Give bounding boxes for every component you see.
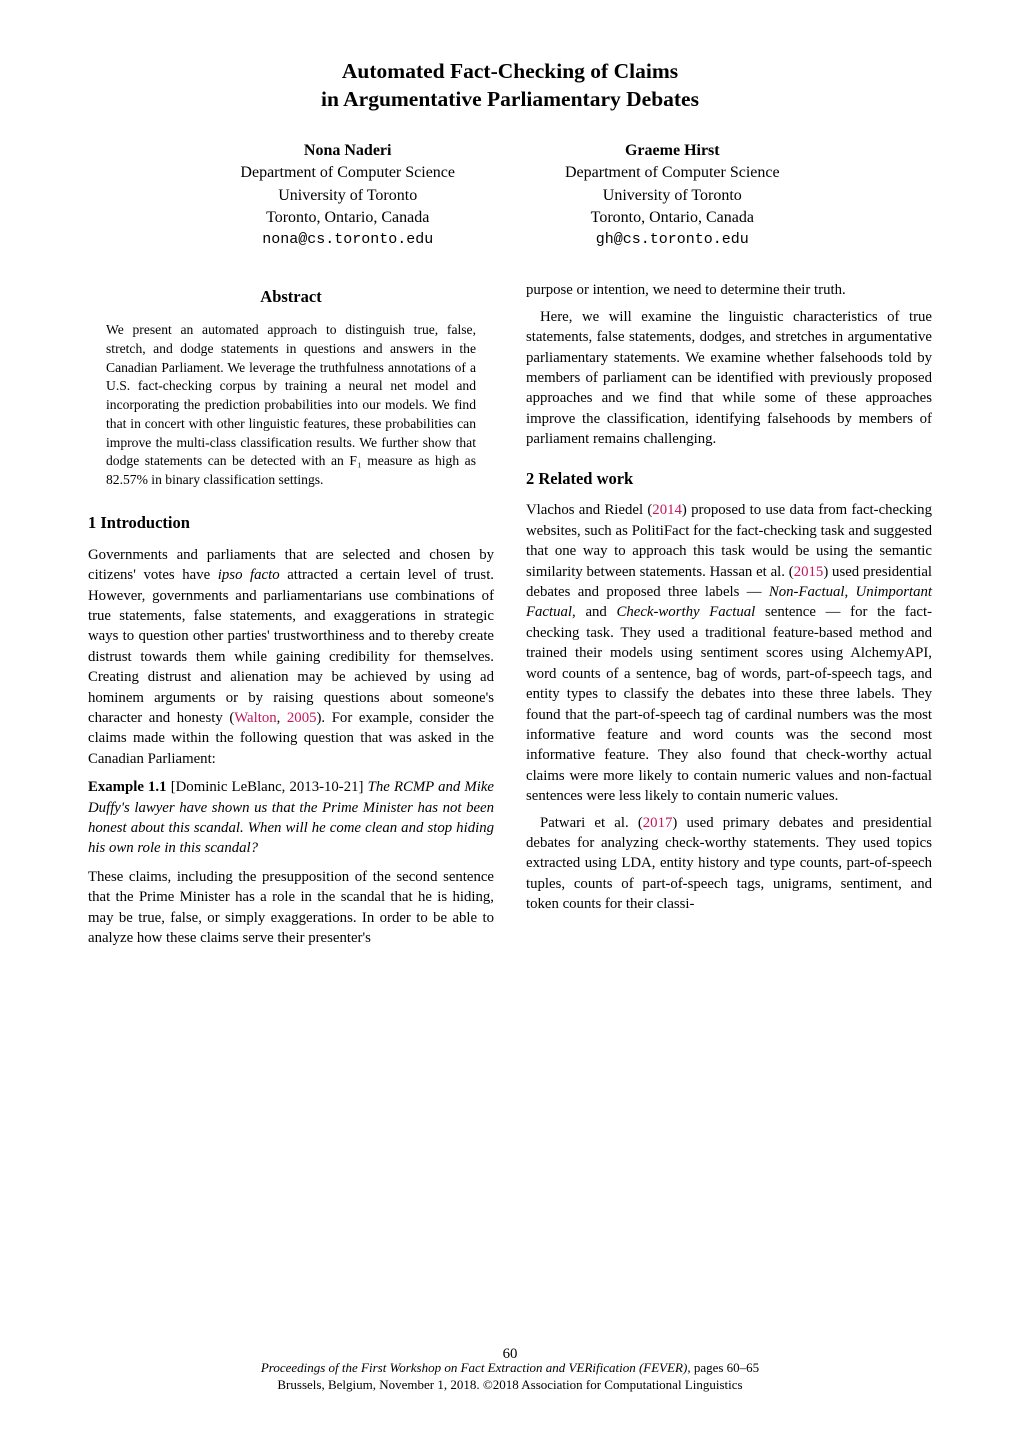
author-1-dept: Department of Computer Science <box>240 162 455 184</box>
example-meta: [Dominic LeBlanc, 2013-10-21] <box>171 779 368 795</box>
page: Automated Fact-Checking of Claims in Arg… <box>0 0 1020 1442</box>
author-2-email: gh@cs.toronto.edu <box>565 229 780 250</box>
author-1-city: Toronto, Ontario, Canada <box>240 207 455 229</box>
footer-line2: Brussels, Belgium, November 1, 2018. ©20… <box>277 1377 742 1392</box>
footer-line1-title: Proceedings of the First Workshop on Fac… <box>261 1360 688 1375</box>
intro-p1-ipso-facto: ipso facto <box>218 567 280 583</box>
section-2-heading: 2 Related work <box>526 468 932 491</box>
col2-continuation: purpose or intention, we need to determi… <box>526 280 932 300</box>
left-column: Abstract We present an automated approac… <box>88 280 494 954</box>
example-label: Example 1.1 <box>88 779 171 795</box>
citation-vlachos-2014[interactable]: 2014 <box>652 502 682 518</box>
citation-sep: , <box>277 710 287 726</box>
authors-block: Nona Naderi Department of Computer Scien… <box>88 140 932 251</box>
rw-p2-a: Patwari et al. ( <box>540 815 643 831</box>
author-2-univ: University of Toronto <box>565 185 780 207</box>
footer-line1-pages: , pages 60–65 <box>687 1360 759 1375</box>
author-2-dept: Department of Computer Science <box>565 162 780 184</box>
citation-hassan-2015[interactable]: 2015 <box>794 564 824 580</box>
footer: Proceedings of the First Workshop on Fac… <box>0 1359 1020 1394</box>
rw-label-checkworthy: Check-worthy Factual <box>617 604 756 620</box>
related-work-p1: Vlachos and Riedel (2014) proposed to us… <box>526 500 932 806</box>
rw-sep2: , and <box>572 604 617 620</box>
right-column: purpose or intention, we need to determi… <box>526 280 932 954</box>
abstract-body: We present an automated approach to dist… <box>106 321 476 490</box>
author-1: Nona Naderi Department of Computer Scien… <box>240 140 455 251</box>
rw-label-nonfactual: Non-Factual <box>769 584 845 600</box>
rw-sep1: , <box>845 584 856 600</box>
intro-p1-text-c: attracted a certain level of trust. Howe… <box>88 567 494 726</box>
rw-p1-d: sentence — for the fact-checking task. T… <box>526 604 932 804</box>
author-2-city: Toronto, Ontario, Canada <box>565 207 780 229</box>
example-1-1: Example 1.1 [Dominic LeBlanc, 2013-10-21… <box>88 777 494 859</box>
citation-walton[interactable]: Walton <box>234 710 276 726</box>
title-line-1: Automated Fact-Checking of Claims <box>342 59 678 83</box>
author-1-univ: University of Toronto <box>240 185 455 207</box>
author-1-email: nona@cs.toronto.edu <box>240 229 455 250</box>
intro-paragraph-1: Governments and parliaments that are sel… <box>88 545 494 769</box>
title-line-2: in Argumentative Parliamentary Debates <box>321 87 699 111</box>
citation-patwari-2017[interactable]: 2017 <box>643 815 673 831</box>
rw-p1-a: Vlachos and Riedel ( <box>526 502 652 518</box>
author-2: Graeme Hirst Department of Computer Scie… <box>565 140 780 251</box>
related-work-p2: Patwari et al. (2017) used primary debat… <box>526 813 932 915</box>
section-1-heading: 1 Introduction <box>88 512 494 535</box>
intro-paragraph-2: These claims, including the presuppositi… <box>88 867 494 949</box>
author-2-name: Graeme Hirst <box>565 140 780 162</box>
paper-title: Automated Fact-Checking of Claims in Arg… <box>88 58 932 114</box>
col2-paragraph-2: Here, we will examine the linguistic cha… <box>526 307 932 450</box>
author-1-name: Nona Naderi <box>240 140 455 162</box>
two-column-body: Abstract We present an automated approac… <box>88 280 932 954</box>
abstract-heading: Abstract <box>88 286 494 309</box>
citation-walton-year[interactable]: 2005 <box>287 710 317 726</box>
